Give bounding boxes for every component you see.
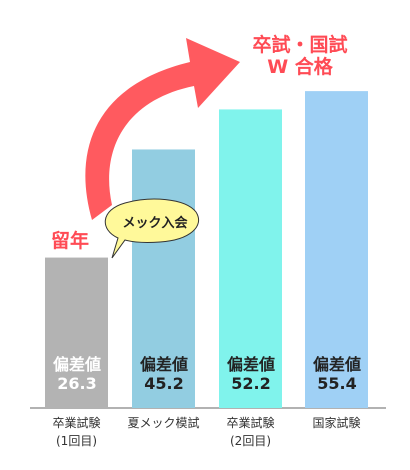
- goal-annotation: 卒試・国試 W 合格: [252, 34, 348, 78]
- x-tick-label: 卒業試験 (2回目): [226, 416, 275, 448]
- value-label: 55.4: [317, 374, 357, 393]
- bar: [45, 257, 108, 408]
- value-label: 45.2: [144, 374, 184, 393]
- fail-annotation: 留年: [50, 230, 89, 252]
- x-tick-label: 卒業試験 (1回目): [52, 416, 101, 448]
- x-tick-label: 夏メック模試: [127, 416, 200, 430]
- bar-label: 偏差値: [52, 355, 101, 374]
- x-tick-label: 国家試験: [312, 416, 361, 430]
- bar: [305, 91, 368, 408]
- bar: [219, 109, 282, 408]
- value-label: 52.2: [231, 374, 271, 393]
- arrow: [85, 38, 240, 220]
- value-label: 26.3: [57, 374, 97, 393]
- bar: [132, 149, 195, 408]
- bar-label: 偏差値: [139, 355, 188, 374]
- bar-label: 偏差値: [312, 355, 361, 374]
- bubble-text: メック入会: [122, 216, 188, 231]
- bar-label: 偏差値: [226, 355, 275, 374]
- bubble: [104, 198, 200, 259]
